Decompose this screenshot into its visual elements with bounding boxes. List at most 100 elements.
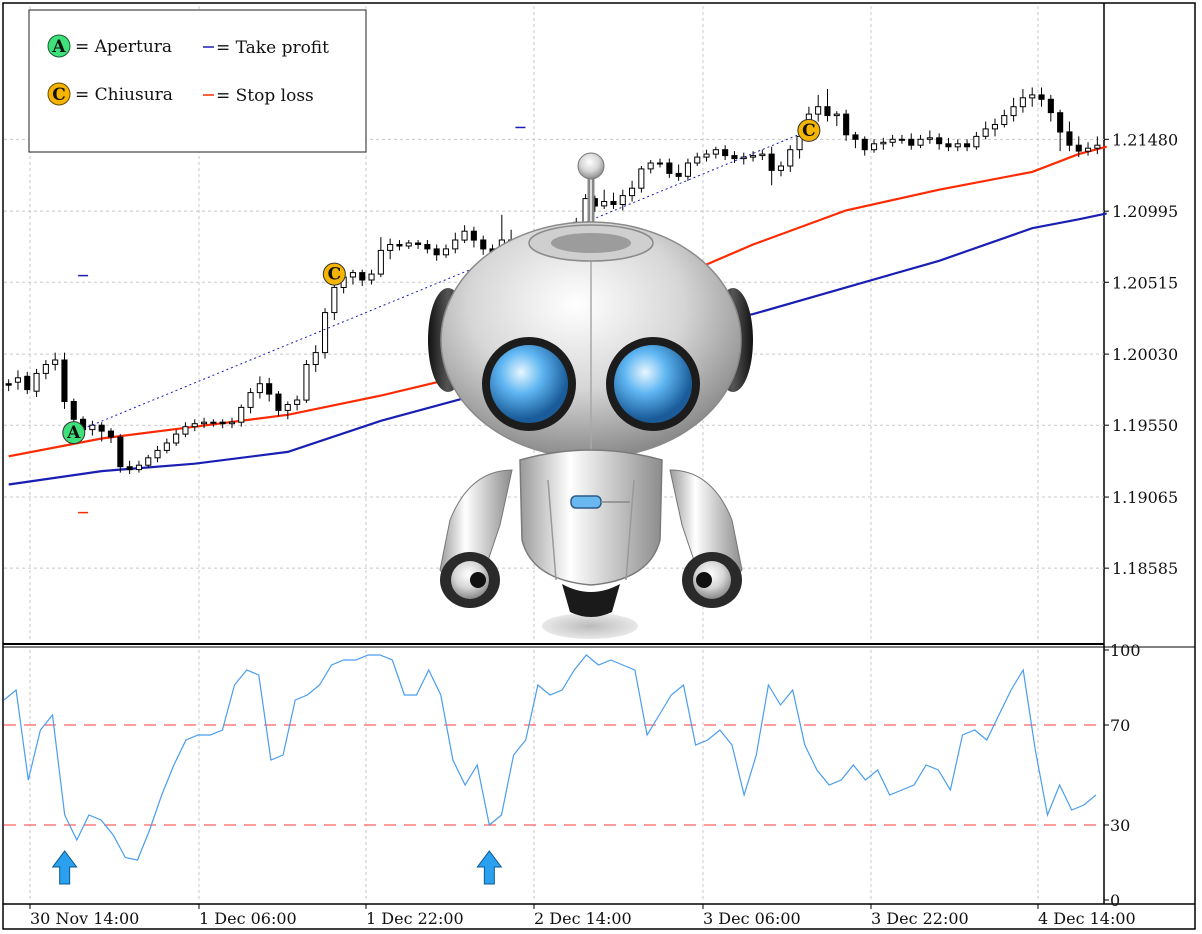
- candle-body: [871, 143, 878, 151]
- candle-body: [1057, 112, 1064, 133]
- candle-body: [210, 421, 217, 424]
- chiusura-marker: [322, 262, 346, 286]
- candle-body: [694, 156, 701, 164]
- legend: A = Apertura C = Chiusura = Take profit …: [28, 9, 367, 153]
- candle-body: [256, 383, 263, 394]
- chiusura-marker: [797, 118, 821, 142]
- osc-tick-label: 30: [1110, 816, 1130, 835]
- level-dashes: [78, 126, 526, 514]
- candle-body: [787, 149, 794, 167]
- time-tick-label: 4 Dec 14:00: [1038, 909, 1136, 928]
- candle-body: [712, 149, 719, 155]
- price-tick-label: 1.19065: [1112, 488, 1178, 507]
- buy-signal-arrow-icon: [51, 850, 78, 885]
- buy-signal-arrow-icon: [476, 850, 503, 885]
- candle-body: [656, 162, 664, 165]
- apertura-marker-icon: [47, 34, 71, 58]
- candle-body: [154, 449, 161, 459]
- oscillator-axis-ticks: 100 70 30 0: [1104, 641, 1141, 910]
- time-tick-label: 1 Dec 06:00: [199, 909, 297, 928]
- legend-apertura: A = Apertura: [47, 34, 172, 58]
- candle-body: [377, 249, 384, 275]
- candle-body: [163, 442, 170, 451]
- chiusura-marker-letter: C: [52, 85, 66, 105]
- candle-body: [898, 138, 906, 141]
- candle-body: [619, 195, 626, 206]
- candle-body: [684, 162, 692, 177]
- candle-body: [1085, 147, 1092, 152]
- candle-body: [238, 406, 245, 423]
- candle-body: [228, 421, 235, 425]
- candle-body: [349, 272, 356, 278]
- candle-body: [266, 383, 273, 395]
- candle-body: [33, 372, 40, 392]
- candle-body: [442, 248, 449, 256]
- price-tick-label: 1.18585: [1112, 559, 1178, 578]
- candle-body: [852, 134, 859, 140]
- candle-body: [294, 399, 301, 405]
- candle-body: [191, 423, 198, 428]
- candle-body: [452, 239, 459, 250]
- candle-body: [117, 436, 124, 468]
- candle-body: [582, 198, 589, 223]
- robot-illustration: [428, 152, 753, 639]
- candle-body: [740, 156, 747, 160]
- candle-body: [880, 141, 887, 145]
- marker-letter: C: [328, 265, 342, 285]
- candle-body: [322, 312, 329, 354]
- candle-body: [601, 201, 608, 207]
- price-tick-label: 1.20995: [1112, 202, 1178, 221]
- candle-body: [629, 187, 636, 197]
- candle-body: [135, 464, 142, 471]
- candle-body: [61, 359, 68, 402]
- time-tick-label: 30 Nov 14:00: [30, 909, 139, 928]
- time-tick-label: 3 Dec 06:00: [703, 909, 801, 928]
- candle-body: [945, 143, 952, 148]
- candle-body: [908, 138, 915, 146]
- candle-body: [275, 393, 282, 411]
- candle-body: [1029, 94, 1036, 99]
- time-tick-label: 3 Dec 22:00: [871, 909, 969, 928]
- price-tick-label: 1.20030: [1112, 345, 1178, 364]
- candle-body: [610, 201, 617, 205]
- candle-body: [284, 404, 291, 411]
- candle-body: [1094, 144, 1101, 149]
- candle-body: [889, 138, 896, 143]
- candle-body: [917, 138, 924, 146]
- candle-body: [5, 383, 12, 386]
- candle-body: [470, 230, 477, 241]
- candle-body: [731, 155, 738, 160]
- price-axis-ticks: 1.21480 1.20995 1.20515 1.20030 1.19550 1.190…: [1104, 130, 1178, 578]
- candle-body: [89, 424, 96, 431]
- candle-body: [70, 401, 77, 420]
- candle-body: [107, 430, 115, 438]
- candle-body: [1038, 94, 1045, 100]
- osc-tick-label: 100: [1110, 641, 1141, 660]
- candle-body: [750, 155, 757, 158]
- candle-body: [368, 273, 375, 281]
- candle-body: [42, 364, 49, 374]
- candle-body: [824, 106, 831, 117]
- candle-body: [24, 375, 31, 391]
- candle-body: [201, 421, 208, 425]
- candle-body: [666, 162, 673, 174]
- candle-body: [126, 466, 133, 471]
- candle-body: [52, 359, 59, 365]
- candle-body: [991, 124, 999, 130]
- time-tick-label: 1 Dec 22:00: [366, 909, 464, 928]
- candle-body: [396, 244, 403, 247]
- chiusura-marker-icon: [47, 82, 71, 106]
- candle-body: [1001, 115, 1008, 125]
- candle-body: [182, 426, 189, 435]
- candle-body: [843, 113, 850, 136]
- oscillator-pane: [3, 654, 1104, 885]
- candle-body: [98, 424, 105, 432]
- legend-take-profit: = Take profit: [203, 38, 329, 58]
- candle-body: [973, 135, 980, 148]
- marker-letter: C: [802, 121, 816, 141]
- candle-body: [145, 457, 152, 466]
- time-axis-ticks: 30 Nov 14:00 1 Dec 06:00 1 Dec 22:00 2 Dec …: [29, 904, 1136, 928]
- price-tick-label: 1.19550: [1112, 416, 1178, 435]
- candle-body: [861, 138, 868, 151]
- stop-loss-label: = Stop loss: [216, 86, 314, 106]
